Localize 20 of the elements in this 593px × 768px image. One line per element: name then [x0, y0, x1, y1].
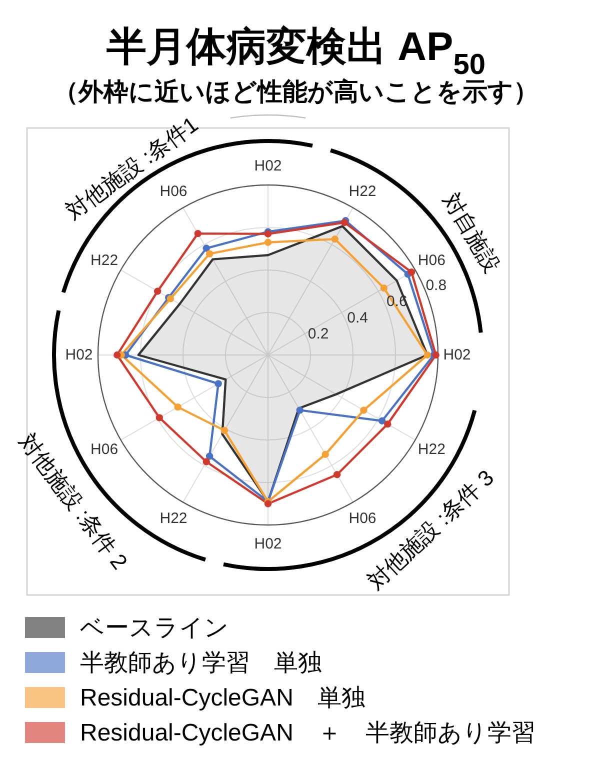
spoke-label: H22 [160, 510, 188, 528]
spoke-label: H06 [418, 252, 446, 269]
spoke-label: H02 [65, 346, 93, 364]
legend-label: 半教師あり学習 単独 [80, 649, 322, 676]
spoke-label: H06 [348, 510, 376, 528]
spoke-label: H22 [90, 252, 118, 269]
spoke-label: H06 [160, 182, 188, 200]
legend-label: ベースライン [80, 614, 229, 641]
y-tick-label: 0.2 [308, 326, 329, 343]
spoke-label: H02 [443, 346, 471, 364]
spoke-label: H02 [254, 158, 282, 174]
spoke-label: H02 [254, 536, 282, 552]
legend-label: Residual-CycleGAN 単独 [80, 684, 366, 711]
spoke-label: H06 [90, 441, 118, 458]
spoke-label: H22 [418, 441, 446, 458]
chart-subtitle: （外枠に近いほど性能が高いことを示す） [54, 78, 538, 106]
y-tick-label: 0.4 [347, 309, 368, 326]
spoke-label: H22 [348, 182, 376, 200]
legend-label: Residual-CycleGAN ＋ 半教師あり学習 [80, 719, 536, 746]
y-tick-label: 0.8 [426, 276, 447, 294]
